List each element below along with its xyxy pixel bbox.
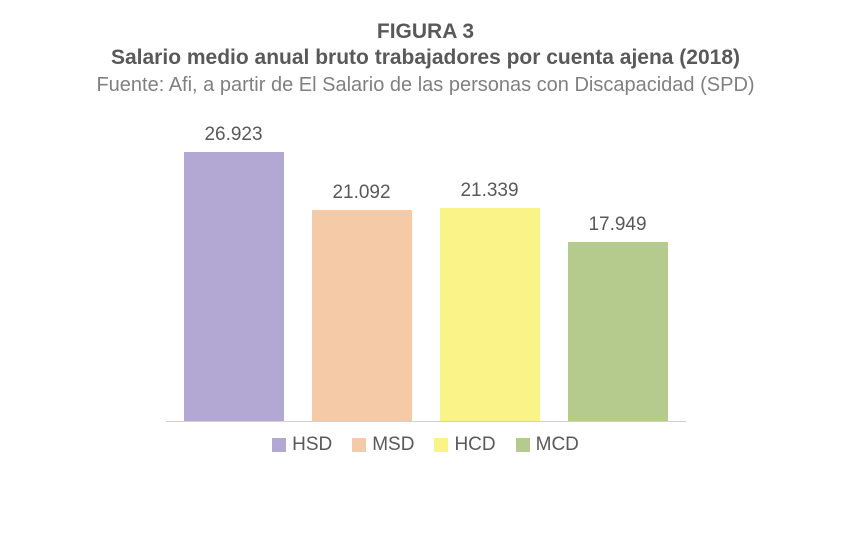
legend-item: HCD	[434, 434, 495, 456]
legend-swatch	[516, 438, 530, 452]
bar-value-label: 26.923	[204, 124, 262, 146]
title-block: FIGURA 3 Salario medio anual bruto traba…	[0, 20, 851, 98]
figure-label: FIGURA 3	[40, 20, 811, 44]
legend-label: HCD	[454, 434, 495, 456]
legend-swatch	[352, 438, 366, 452]
bar	[312, 210, 412, 421]
legend: HSD MSD HCD MCD	[166, 434, 686, 456]
bar-group: 21.339	[440, 180, 540, 421]
legend-item: MCD	[516, 434, 579, 456]
bar-value-label: 17.949	[588, 214, 646, 236]
chart-area: 26.923 21.092 21.339 17.949 HSD MSD HCD MCD	[166, 116, 686, 456]
legend-swatch	[272, 438, 286, 452]
bar-value-label: 21.339	[460, 180, 518, 202]
bar-group: 21.092	[312, 182, 412, 421]
figure-container: FIGURA 3 Salario medio anual bruto traba…	[0, 0, 851, 547]
bar	[440, 208, 540, 421]
legend-item: MSD	[352, 434, 414, 456]
legend-item: HSD	[272, 434, 332, 456]
bar	[184, 152, 284, 421]
legend-label: MSD	[372, 434, 414, 456]
bar	[568, 242, 668, 421]
figure-source: Fuente: Afi, a partir de El Salario de l…	[40, 72, 811, 98]
bar-value-label: 21.092	[332, 182, 390, 204]
figure-title: Salario medio anual bruto trabajadores p…	[40, 46, 811, 70]
legend-swatch	[434, 438, 448, 452]
bar-plot: 26.923 21.092 21.339 17.949	[166, 116, 686, 422]
bar-group: 17.949	[568, 214, 668, 421]
legend-label: MCD	[536, 434, 579, 456]
bar-group: 26.923	[184, 124, 284, 421]
legend-label: HSD	[292, 434, 332, 456]
